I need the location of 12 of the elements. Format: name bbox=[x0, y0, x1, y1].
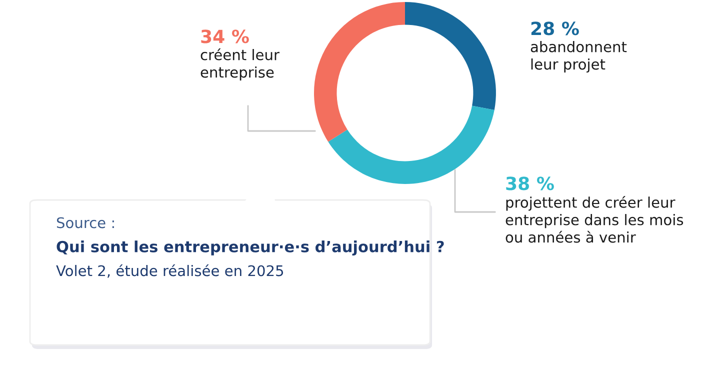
data-label: 38 % bbox=[506, 176, 554, 190]
donut-slice bbox=[405, 2, 496, 110]
source-note: Source : bbox=[56, 217, 114, 228]
slice-label: créent leur entreprise bbox=[200, 48, 280, 81]
text: Volet 2, étude réalisée en 2025 bbox=[56, 264, 284, 278]
donut-slice bbox=[328, 106, 494, 184]
text: Qui sont les entrepreneur·e·s d’aujourd’hui ? bbox=[56, 240, 444, 256]
slice-label: abandonnent leur projet bbox=[530, 41, 627, 73]
data-label: 34 % bbox=[201, 30, 249, 44]
data-label: 28 % bbox=[531, 22, 579, 36]
slice-label: projettent de créer leur entreprise dans les mois ou années à venir bbox=[506, 196, 684, 243]
donut-slice bbox=[314, 2, 405, 142]
